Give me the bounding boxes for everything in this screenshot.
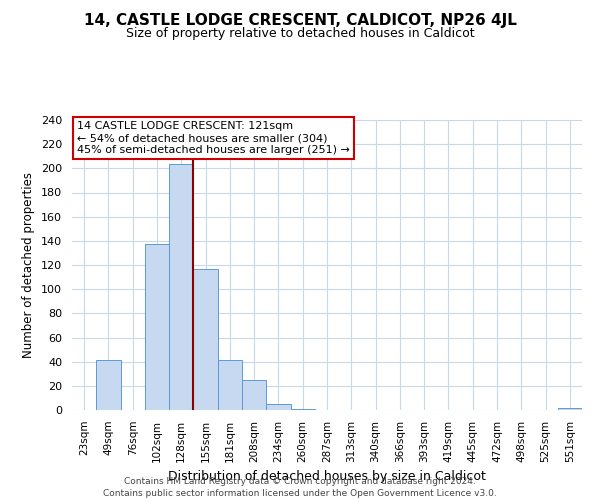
Bar <box>96 360 121 410</box>
Text: 14, CASTLE LODGE CRESCENT, CALDICOT, NP26 4JL: 14, CASTLE LODGE CRESCENT, CALDICOT, NP2… <box>83 12 517 28</box>
Text: 14 CASTLE LODGE CRESCENT: 121sqm
← 54% of detached houses are smaller (304)
45% : 14 CASTLE LODGE CRESCENT: 121sqm ← 54% o… <box>77 122 350 154</box>
Bar <box>290 409 315 410</box>
Text: Size of property relative to detached houses in Caldicot: Size of property relative to detached ho… <box>125 28 475 40</box>
Bar <box>218 360 242 410</box>
Bar <box>558 408 582 410</box>
X-axis label: Distribution of detached houses by size in Caldicot: Distribution of detached houses by size … <box>168 470 486 483</box>
Bar <box>266 404 290 410</box>
Y-axis label: Number of detached properties: Number of detached properties <box>22 172 35 358</box>
Bar <box>193 268 218 410</box>
Bar <box>169 164 193 410</box>
Bar <box>242 380 266 410</box>
Bar <box>145 244 169 410</box>
Text: Contains HM Land Registry data © Crown copyright and database right 2024.: Contains HM Land Registry data © Crown c… <box>124 478 476 486</box>
Text: Contains public sector information licensed under the Open Government Licence v3: Contains public sector information licen… <box>103 489 497 498</box>
